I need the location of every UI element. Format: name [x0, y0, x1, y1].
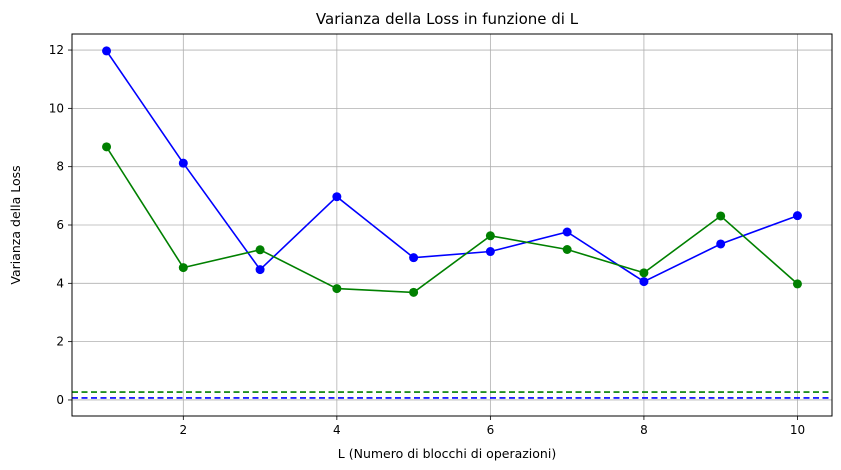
data-point — [716, 211, 726, 221]
series-line — [105, 146, 799, 294]
x-tick-label: 8 — [640, 423, 648, 437]
y-tick-label: 8 — [56, 160, 64, 174]
data-point — [409, 287, 419, 297]
data-point — [485, 247, 495, 257]
grid — [72, 34, 832, 416]
data-point — [409, 253, 419, 263]
x-tick-label: 2 — [179, 423, 187, 437]
y-tick-label: 4 — [56, 276, 64, 290]
data-point — [639, 268, 649, 278]
x-axis-label: L (Numero di blocchi di operazioni) — [338, 446, 556, 461]
x-tick-label: 4 — [333, 423, 341, 437]
data-point — [639, 277, 649, 287]
data-point — [102, 46, 112, 56]
data-point — [178, 263, 188, 273]
y-axis-ticks: 0 2 4 6 8 10 12 — [49, 43, 72, 407]
data-point — [792, 211, 802, 221]
series-line — [105, 50, 798, 283]
y-axis-label: Varianza della Loss — [8, 165, 23, 284]
x-tick-label: 6 — [487, 423, 495, 437]
y-tick-label: 0 — [56, 393, 64, 407]
y-tick-label: 10 — [49, 101, 64, 115]
data-point — [716, 239, 726, 249]
data-point — [332, 284, 342, 294]
chart-title: Varianza della Loss in funzione di L — [316, 10, 579, 28]
data-point — [255, 265, 265, 275]
y-tick-label: 12 — [49, 43, 64, 57]
reference-lines — [72, 391, 832, 399]
y-tick-label: 6 — [56, 218, 64, 232]
data-point — [485, 231, 495, 241]
data-point — [178, 158, 188, 168]
data-point — [102, 142, 112, 152]
x-tick-label: 10 — [790, 423, 805, 437]
x-axis-ticks: 2 4 6 8 10 — [179, 416, 805, 437]
data-point — [562, 244, 572, 254]
y-tick-label: 2 — [56, 335, 64, 349]
series-group — [102, 46, 802, 297]
data-point — [792, 279, 802, 289]
data-point — [255, 245, 265, 255]
data-point — [332, 192, 342, 202]
data-point — [562, 227, 572, 237]
